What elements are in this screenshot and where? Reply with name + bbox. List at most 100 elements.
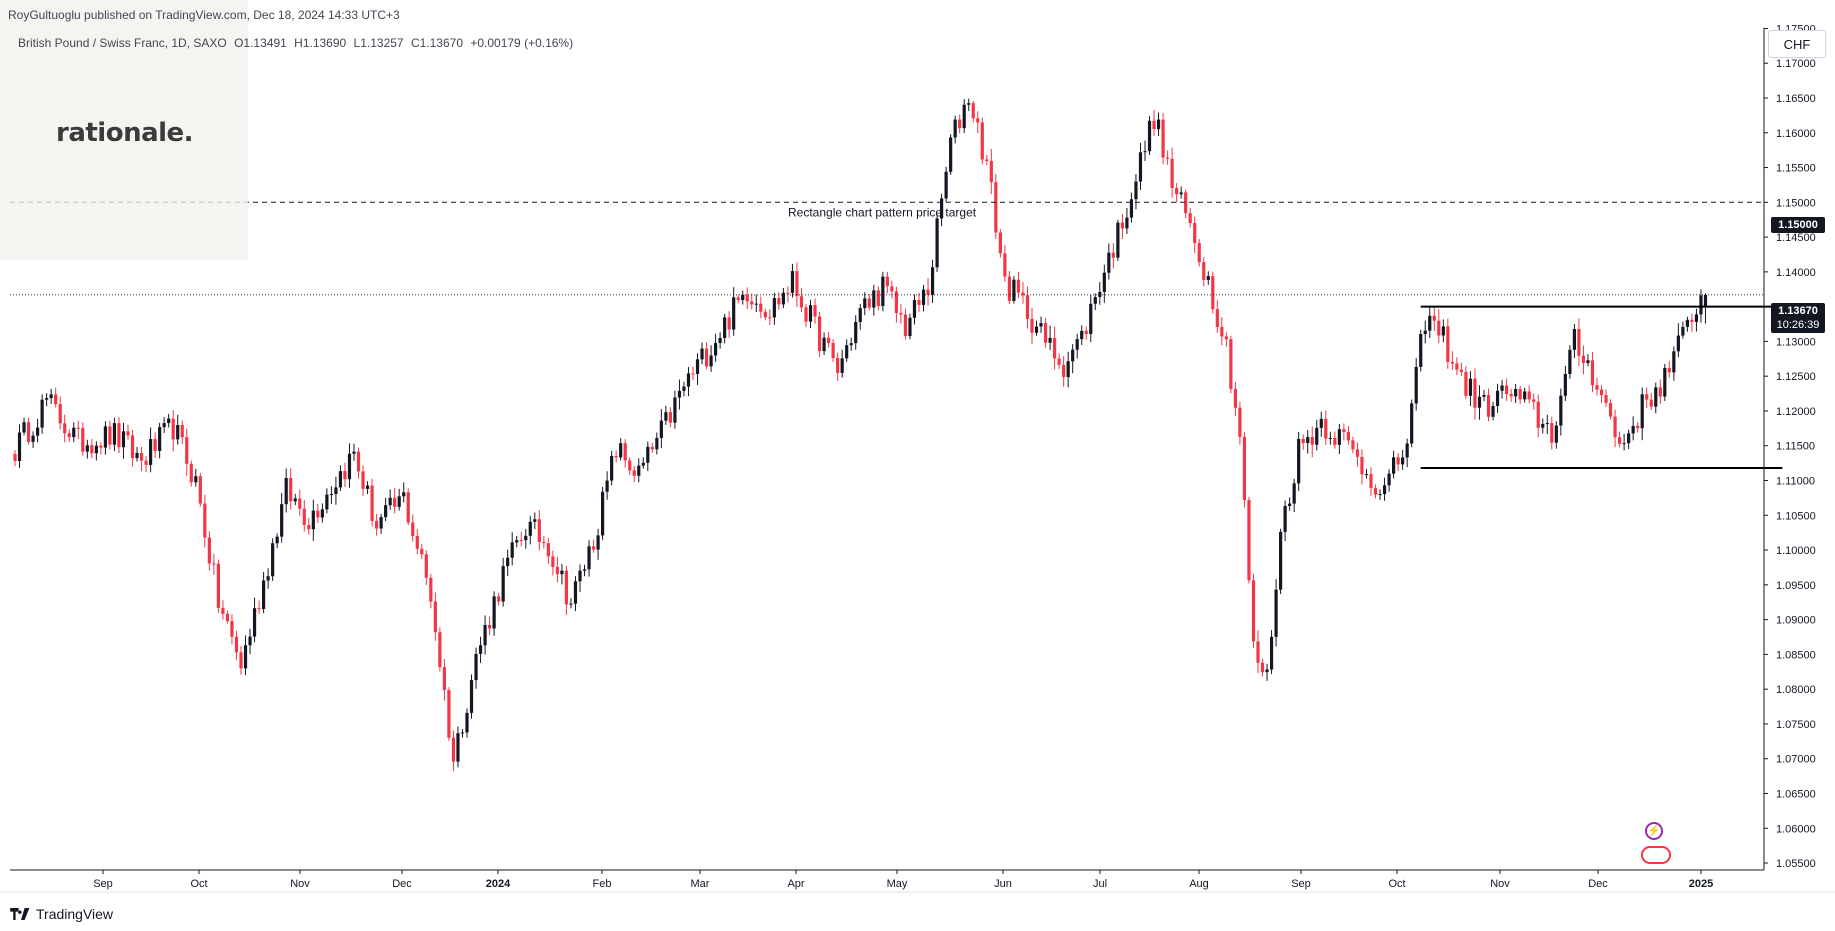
candles-layer xyxy=(13,98,1708,772)
lightning-icon[interactable]: ⚡ xyxy=(1645,822,1663,840)
price-tick-label: 1.15500 xyxy=(1776,163,1816,175)
candle-body xyxy=(673,397,677,423)
candle-body xyxy=(872,290,876,308)
candle-body xyxy=(13,454,17,461)
price-tick-label: 1.16500 xyxy=(1776,93,1816,105)
candle-body xyxy=(1432,315,1436,321)
candle-body xyxy=(831,342,835,359)
candle-body xyxy=(153,439,157,451)
candle-body xyxy=(1369,474,1373,489)
candle-body xyxy=(1640,394,1644,429)
candle-body xyxy=(402,492,406,497)
candle-body xyxy=(1351,440,1355,450)
candle-body xyxy=(623,443,627,461)
symbol-name[interactable]: British Pound / Swiss Franc, 1D, SAXO xyxy=(18,36,227,50)
currency-selector[interactable]: CHF xyxy=(1768,30,1826,58)
candle-body xyxy=(1455,363,1459,370)
bar-countdown: 10:26:39 xyxy=(1776,319,1820,331)
candle-body xyxy=(302,508,306,525)
candle-body xyxy=(347,453,352,480)
candle-body xyxy=(515,540,519,543)
price-tick-label: 1.16000 xyxy=(1776,128,1816,140)
candle-body xyxy=(433,601,437,633)
candle-body xyxy=(659,420,663,438)
candle-body xyxy=(370,485,374,521)
price-tick-label: 1.09000 xyxy=(1776,615,1816,627)
time-tick-label: May xyxy=(887,878,908,890)
candle-body xyxy=(320,509,324,518)
candle-body xyxy=(411,522,415,536)
candle-body xyxy=(1315,427,1319,445)
candle-body xyxy=(1007,276,1011,301)
price-tick-label: 1.05500 xyxy=(1776,858,1816,870)
candle-body xyxy=(958,119,962,129)
candle-body xyxy=(1401,457,1405,465)
candle-body xyxy=(813,305,817,317)
candle-body xyxy=(1690,319,1694,322)
candle-body xyxy=(1138,152,1143,182)
candle-body xyxy=(1428,315,1432,331)
candle-body xyxy=(772,297,776,318)
time-tick-label: Apr xyxy=(787,878,804,890)
candle-body xyxy=(1247,500,1251,581)
candle-body xyxy=(1242,436,1247,501)
candle-body xyxy=(854,321,858,344)
candle-body xyxy=(655,437,659,450)
candle-body xyxy=(817,316,822,352)
candle-body xyxy=(560,570,564,575)
candle-body xyxy=(1129,199,1134,218)
tradingview-footer[interactable]: TradingView xyxy=(10,906,113,922)
candle-body xyxy=(1491,406,1495,417)
candle-body xyxy=(1685,319,1689,327)
candle-body xyxy=(203,503,207,538)
candle-body xyxy=(1107,252,1111,273)
candle-body xyxy=(596,535,600,550)
candle-body xyxy=(1459,369,1463,372)
candle-body xyxy=(1152,120,1156,130)
symbol-legend: British Pound / Swiss Franc, 1D, SAXO O1… xyxy=(18,36,577,50)
candle-body xyxy=(1238,407,1242,437)
candle-body xyxy=(628,460,632,471)
candle-body xyxy=(54,394,58,405)
candle-body xyxy=(1075,339,1079,350)
price-tick-label: 1.07000 xyxy=(1776,754,1816,766)
flag-icon[interactable] xyxy=(1641,846,1671,864)
candle-body xyxy=(1360,456,1364,475)
candle-body xyxy=(1509,394,1513,397)
candle-body xyxy=(379,517,383,529)
candle-body xyxy=(144,460,148,465)
candle-body xyxy=(637,465,641,476)
candle-body xyxy=(45,398,49,400)
candle-body xyxy=(533,519,537,522)
price-axis[interactable]: 1.175001.170001.165001.160001.155001.150… xyxy=(1763,23,1816,870)
candle-body xyxy=(1202,262,1206,280)
candle-body xyxy=(492,596,496,629)
candle-body xyxy=(456,733,460,762)
candle-body xyxy=(537,519,541,542)
candle-body xyxy=(1251,580,1256,642)
candle-body xyxy=(1473,378,1477,408)
candle-body xyxy=(799,296,804,308)
candle-body xyxy=(727,317,731,330)
candle-body xyxy=(1663,367,1667,397)
time-axis[interactable]: Sep Oct Nov Dec 2024 Feb Mar Apr May Jun Jul Aug Sep… xyxy=(0,869,1835,893)
ohlc-high: H1.13690 xyxy=(294,36,347,50)
price-tick-label: 1.08000 xyxy=(1776,684,1816,696)
candle-body xyxy=(714,342,718,356)
candle-body xyxy=(257,608,261,610)
candle-body xyxy=(1523,391,1527,400)
price-tick-label: 1.11000 xyxy=(1776,476,1815,488)
candle-body xyxy=(1034,326,1039,333)
price-tick-label: 1.07500 xyxy=(1776,719,1816,731)
candle-body xyxy=(763,311,767,318)
candle-body xyxy=(967,103,971,105)
candle-body xyxy=(158,427,162,451)
candle-body xyxy=(1568,349,1572,374)
time-tick-label: Jul xyxy=(1093,878,1107,890)
candle-body xyxy=(921,289,926,305)
candle-body xyxy=(198,476,202,504)
candle-body xyxy=(1175,188,1179,195)
candle-body xyxy=(501,566,505,602)
candle-body xyxy=(1260,662,1265,673)
